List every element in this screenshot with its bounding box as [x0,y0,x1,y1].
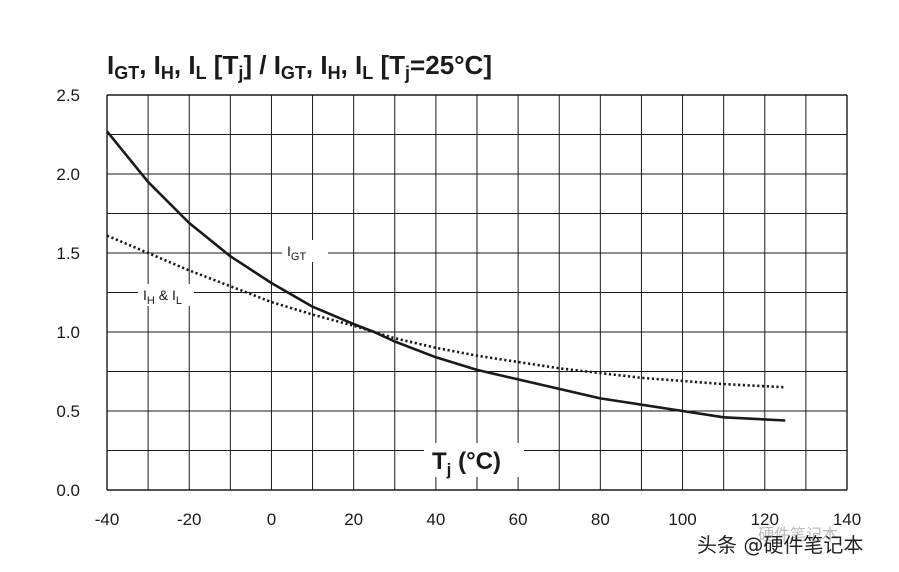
y-tick-label: 0.5 [56,402,80,421]
grid [106,94,848,491]
x-axis-label-group: Tj (°C) [424,443,524,479]
x-tick-label: 20 [344,510,363,529]
series-line-ih-il [106,234,786,389]
x-tick-label: 120 [751,510,779,529]
x-tick-label: 60 [509,510,528,529]
x-tick-label: 0 [267,510,276,529]
chart-title: IGT​, IH​, IL​ [Tj​] / IGT​, IH​, IL​ [T… [107,50,492,83]
y-axis-ticks: 0.0 0.5 1.0 1.5 2.0 2.5 [56,86,80,500]
watermark: 硬件笔记本 头条 @硬件笔记本 [697,525,863,557]
y-tick-label: 1.5 [56,244,80,263]
x-axis-label-background [424,443,524,477]
x-axis-label: Tj (°C) [432,448,501,479]
watermark-faint-text: 硬件笔记本 [758,525,838,544]
watermark-text: 头条 @硬件笔记本 [697,533,863,557]
series-group: IGT​ IH & IL​ [105,130,786,422]
y-tick-label: 0.0 [56,481,80,500]
series-label-igt: IGT​ [287,243,306,263]
x-tick-label: 80 [591,510,610,529]
series-label-ih-il-background [138,284,194,306]
series-label-ih-il: IH & IL​ [143,287,182,307]
x-tick-label: -40 [95,510,120,529]
y-tick-label: 1.0 [56,323,80,342]
x-tick-label: 140 [833,510,861,529]
series-line-igt [105,130,786,422]
y-tick-label: 2.0 [56,165,80,184]
x-axis-ticks: -40 -20 0 20 40 60 80 100 120 140 [95,510,861,529]
series-label-igt-background [282,240,328,262]
x-tick-label: 40 [426,510,445,529]
x-tick-label: -20 [177,510,202,529]
x-tick-label: 100 [668,510,696,529]
y-tick-label: 2.5 [56,86,80,105]
